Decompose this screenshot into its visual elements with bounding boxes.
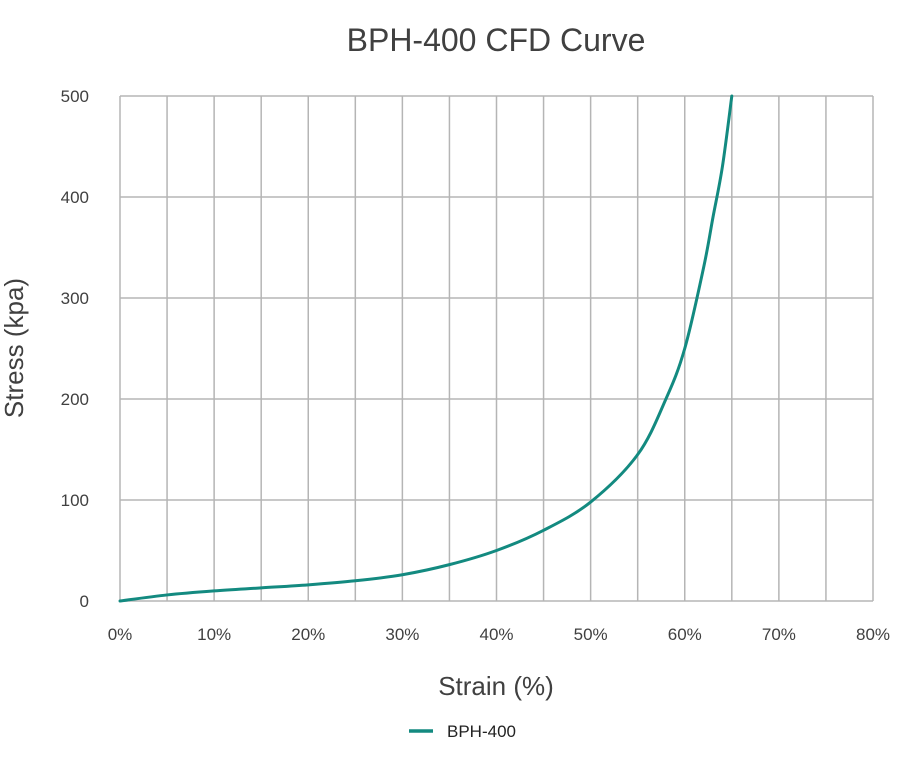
x-tick-label: 0% xyxy=(108,625,133,644)
y-tick-label: 400 xyxy=(61,188,89,207)
y-axis-label: Stress (kpa) xyxy=(0,278,29,418)
grid xyxy=(119,95,874,602)
series-line-bph-400 xyxy=(118,94,734,603)
y-tick-label: 100 xyxy=(61,491,89,510)
x-tick-label: 10% xyxy=(197,625,231,644)
x-tick-label: 20% xyxy=(291,625,325,644)
y-tick-label: 300 xyxy=(61,289,89,308)
x-tick-label: 60% xyxy=(668,625,702,644)
legend: BPH-400 xyxy=(409,722,516,741)
x-axis-label: Strain (%) xyxy=(438,671,554,701)
x-axis-ticks: 0% 10% 20% 30% 40% 50% 60% 70% 80% xyxy=(108,625,890,644)
chart-title: BPH-400 CFD Curve xyxy=(347,22,646,58)
x-tick-label: 80% xyxy=(856,625,890,644)
y-tick-label: 0 xyxy=(80,592,89,611)
y-tick-label: 200 xyxy=(61,390,89,409)
y-axis-ticks: 0 100 200 300 400 500 xyxy=(61,87,89,611)
x-tick-label: 70% xyxy=(762,625,796,644)
x-tick-label: 30% xyxy=(385,625,419,644)
series-group xyxy=(118,94,734,603)
y-tick-label: 500 xyxy=(61,87,89,106)
x-tick-label: 40% xyxy=(479,625,513,644)
x-tick-label: 50% xyxy=(574,625,608,644)
legend-label: BPH-400 xyxy=(447,722,516,741)
